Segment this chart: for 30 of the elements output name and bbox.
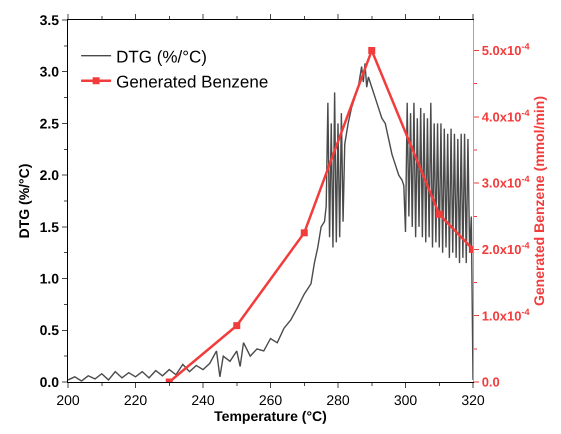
y-tick-label: 3.5 — [40, 12, 60, 28]
x-tick-label: 200 — [56, 392, 80, 408]
x-tick-label: 320 — [461, 392, 485, 408]
x-tick-label: 300 — [394, 392, 418, 408]
x-tick-label: 280 — [326, 392, 350, 408]
x-tick-label: 240 — [191, 392, 215, 408]
legend-label: DTG (%/°C) — [116, 47, 207, 66]
y2-tick-label: 2.0x10$^{-4}$ — [482, 240, 530, 257]
y-tick-label: 0.0 — [40, 374, 60, 390]
y-tick-label: 0.5 — [40, 322, 60, 338]
legend-label: Generated Benzene — [116, 72, 268, 92]
y2-tick-label: 3.0x10$^{-4}$ — [482, 174, 530, 191]
point — [436, 210, 443, 218]
point — [368, 47, 376, 54]
y-tick-label: 2.0 — [40, 167, 60, 184]
y-tick-label: 3.0 — [40, 64, 60, 80]
y-tick-label: 1.0 — [40, 270, 60, 286]
y2-tick-label: 4.0x10$^{-4}$ — [482, 108, 530, 124]
point — [233, 322, 240, 330]
y2-tick-label: 0.0 — [482, 374, 500, 390]
x-tick-label: 260 — [258, 392, 282, 408]
y2-axis-title: Generated Benzene (mmol/min) — [530, 96, 547, 306]
y2-tick-label: 1.0x10$^{-4}$ — [482, 306, 530, 324]
y-tick-label: 1.5 — [40, 218, 60, 235]
point — [300, 229, 308, 236]
y-axis-title: DTG (%/°C) — [16, 164, 32, 238]
y2-tick-label: 5.0x10$^{-4}$ — [482, 42, 530, 58]
y-tick-label: 2.5 — [40, 115, 60, 132]
x-axis-title: Temperature (°C) — [214, 408, 327, 424]
x-tick-label: 220 — [124, 392, 148, 408]
